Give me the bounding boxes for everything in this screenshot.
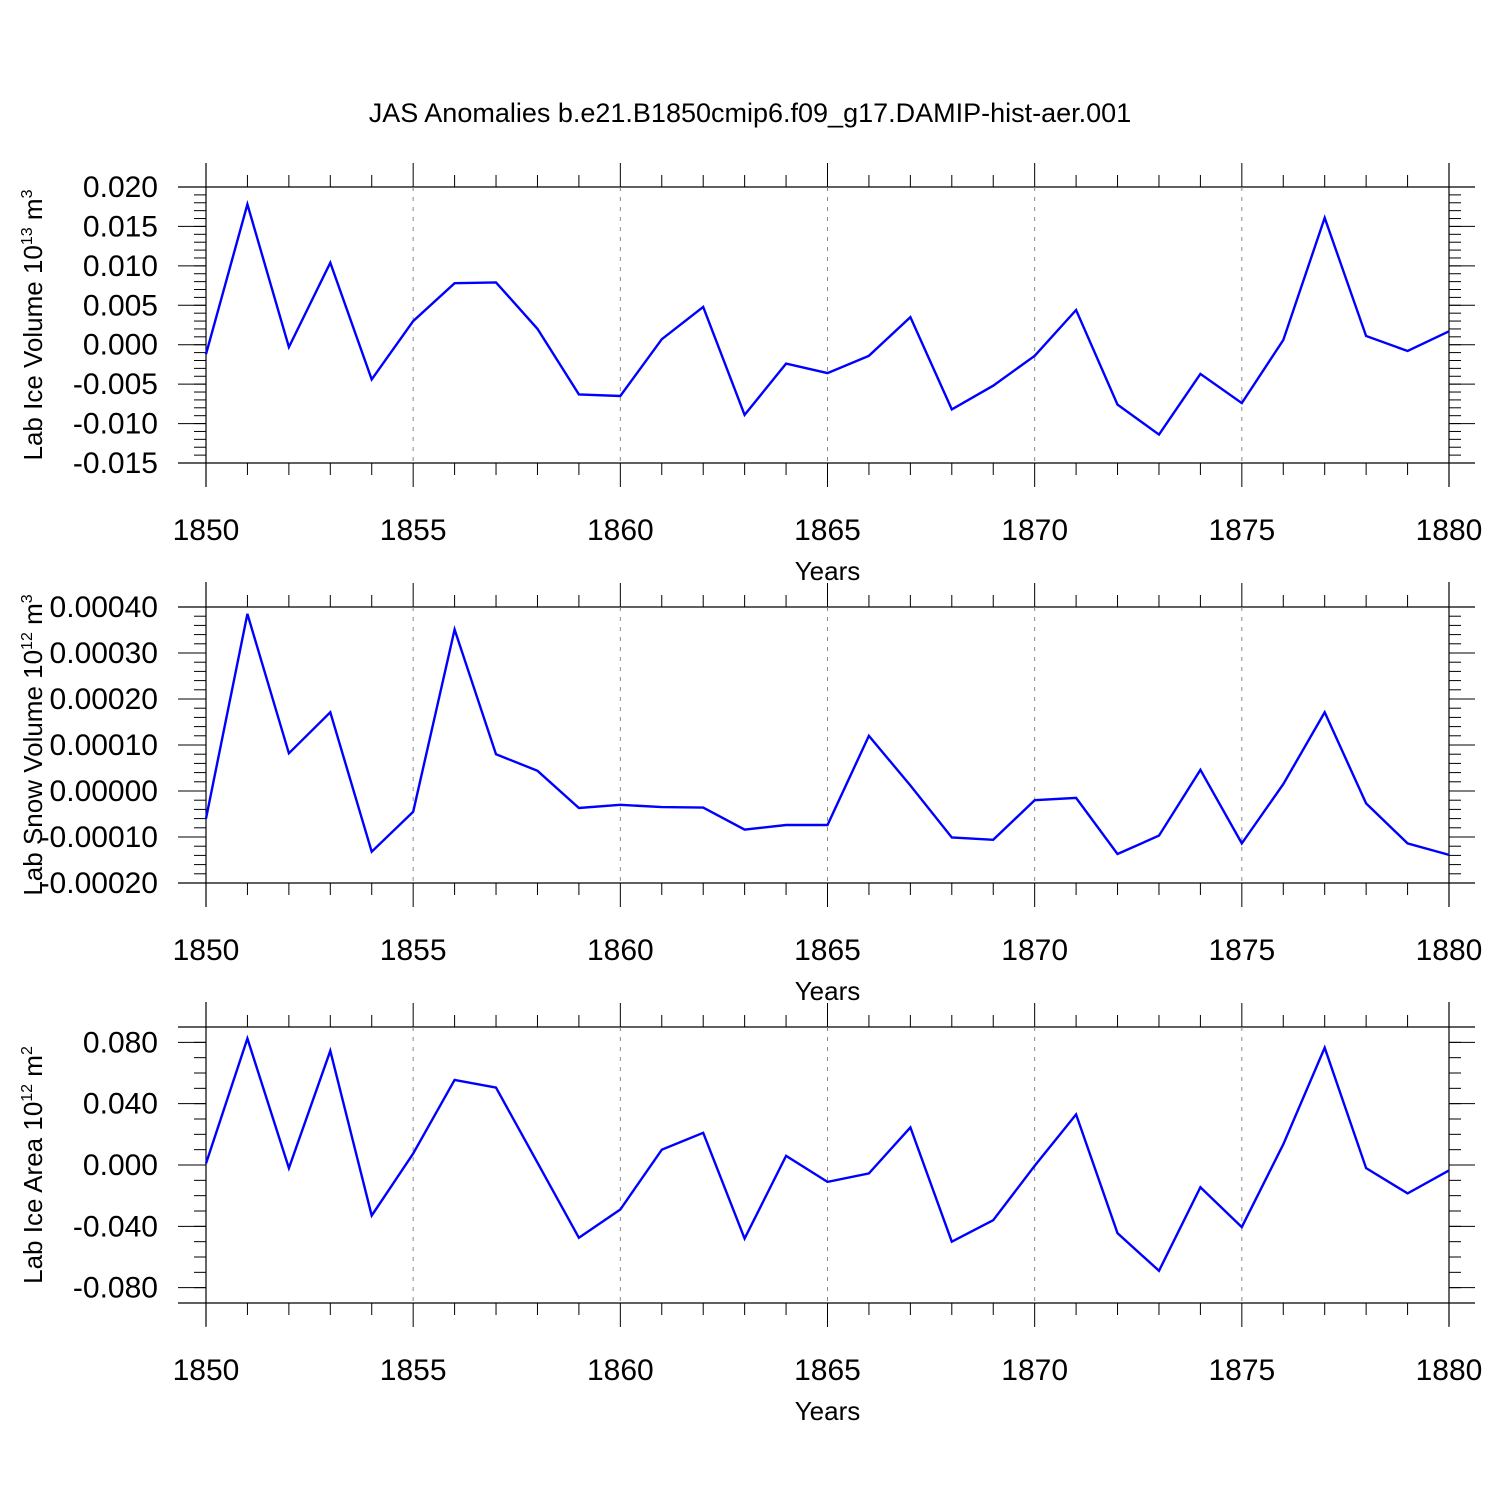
- x-tick-label: 1860: [587, 934, 654, 967]
- y-tick-label: 0.005: [83, 289, 158, 322]
- y-tick-label: -0.005: [73, 368, 158, 401]
- x-tick-label: 1880: [1416, 1354, 1483, 1387]
- x-tick-label: 1855: [380, 514, 447, 547]
- y-axis-label: Lab Ice Volume 1013 m3: [18, 189, 48, 460]
- x-tick-label: 1865: [794, 934, 861, 967]
- y-tick-label: -0.080: [73, 1272, 158, 1305]
- x-tick-label: 1870: [1001, 934, 1068, 967]
- y-tick-label: 0.080: [83, 1026, 158, 1059]
- y-tick-label: 0.040: [83, 1088, 158, 1121]
- x-tick-label: 1850: [173, 514, 240, 547]
- y-tick-label: 0.00040: [50, 591, 158, 624]
- panel-lab-ice-area: 1850 1855 1860 1865 1870 1875 1880 -0.080 -0.040…: [18, 1002, 1482, 1426]
- y-tick-label: 0.00030: [50, 637, 158, 670]
- chart-title: JAS Anomalies b.e21.B1850cmip6.f09_g17.D…: [368, 98, 1132, 128]
- y-tick-label: 0.010: [83, 250, 158, 283]
- x-tick-label: 1855: [380, 1354, 447, 1387]
- y-tick-label: -0.010: [73, 408, 158, 441]
- x-tick-label: 1870: [1001, 1354, 1068, 1387]
- y-tick-label: 0.00010: [50, 729, 158, 762]
- x-tick-label: 1880: [1416, 514, 1483, 547]
- panel-lab-ice-volume: 1850 1855 1860 1865 1870 1875 1880 -0.015 -0.010…: [18, 163, 1482, 586]
- panel-lab-snow-volume: 1850 1855 1860 1865 1870 1875 1880 -0.00020 -0.0…: [18, 582, 1482, 1006]
- x-tick-label: 1855: [380, 934, 447, 967]
- y-tick-label: -0.00020: [40, 867, 158, 900]
- x-tick-label: 1850: [173, 1354, 240, 1387]
- x-tick-label: 1860: [587, 1354, 654, 1387]
- y-tick-label: 0.015: [83, 210, 158, 243]
- y-tick-label: -0.040: [73, 1210, 158, 1243]
- x-axis-label: Years: [795, 556, 861, 586]
- x-tick-label: 1875: [1208, 1354, 1275, 1387]
- x-tick-label: 1875: [1208, 934, 1275, 967]
- y-tick-label: -0.00010: [40, 821, 158, 854]
- x-tick-label: 1865: [794, 1354, 861, 1387]
- series-line: [204, 1034, 1450, 1273]
- y-tick-label: 0.00020: [50, 683, 158, 716]
- y-tick-label: 0.000: [83, 329, 158, 362]
- x-tick-label: 1850: [173, 934, 240, 967]
- x-tick-label: 1860: [587, 514, 654, 547]
- y-tick-label: 0.000: [83, 1149, 158, 1182]
- x-axis-label: Years: [795, 1396, 861, 1426]
- y-axis-label: Lab Snow Volume 1012 m3: [18, 594, 48, 895]
- y-tick-label: 0.00000: [50, 775, 158, 808]
- x-tick-label: 1880: [1416, 934, 1483, 967]
- y-tick-label: 0.020: [83, 171, 158, 204]
- y-tick-label: -0.015: [73, 447, 158, 480]
- y-axis-label: Lab Ice Area 1012 m2: [18, 1046, 48, 1284]
- x-axis-label: Years: [795, 976, 861, 1006]
- x-tick-label: 1865: [794, 514, 861, 547]
- x-tick-label: 1875: [1208, 514, 1275, 547]
- x-tick-label: 1870: [1001, 514, 1068, 547]
